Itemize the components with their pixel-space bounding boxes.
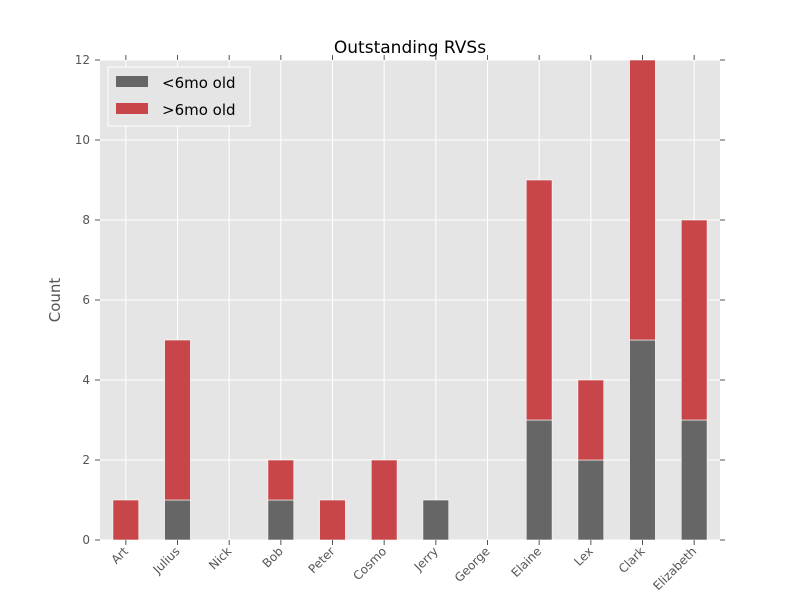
bar-lex-series-0 [577,459,605,541]
legend-swatch-0 [116,76,148,87]
bar-clark-series-0 [629,339,656,541]
bar-elizabeth-series-0 [680,419,708,541]
legend-label-1: >6mo old [162,101,236,119]
y-tick-label-0: 0 [82,533,90,547]
bar-cosmo-series-1 [370,459,398,541]
y-tick-labels: 0 2 4 6 8 10 12 [75,53,90,547]
x-tick-label-9: Lex [571,544,596,569]
x-tick-labels: Art Julius Nick Bob Peter Cosmo Jerry George Ela… [108,544,699,593]
y-tick-label-4: 8 [82,213,90,227]
y-tick-label-3: 6 [82,293,90,307]
legend-swatch-1 [116,103,148,114]
bar-elaine-series-1 [525,179,553,421]
x-tick-label-1: Julius [150,544,183,577]
bar-clark-series-1 [629,59,656,341]
bar-julius-series-1 [164,339,191,501]
y-tick-label-6: 12 [75,53,90,67]
tick-marks [95,55,725,545]
bar-lex-series-1 [577,379,605,461]
x-tick-label-3: Bob [260,544,286,570]
legend-label-0: <6mo old [162,74,236,92]
bar-peter-series-1 [319,499,346,541]
x-tick-label-5: Cosmo [350,544,389,583]
y-axis-label: Count [46,278,64,323]
bar-bob-series-1 [267,459,295,501]
legend: <6mo old >6mo old [107,66,251,127]
x-tick-label-0: Art [108,544,131,567]
bar-julius-series-0 [164,499,191,541]
y-tick-label-5: 10 [75,133,90,147]
x-tick-label-11: Elizabeth [650,544,699,593]
x-tick-label-4: Peter [306,544,338,576]
y-tick-label-1: 2 [82,453,90,467]
bar-elaine-series-0 [525,419,553,541]
bar-jerry-series-0 [422,499,450,541]
y-tick-label-2: 4 [82,373,90,387]
x-tick-label-7: George [452,544,493,585]
x-tick-label-6: Jerry [411,544,441,574]
bar-bob-series-0 [267,499,295,541]
chart-title: Outstanding RVSs [334,38,486,58]
bar-elizabeth-series-1 [680,219,708,421]
x-tick-label-2: Nick [206,544,234,572]
bars [112,59,708,541]
bar-art-series-1 [112,499,140,541]
x-tick-label-8: Elaine [509,544,545,580]
x-tick-label-10: Clark [616,544,648,576]
